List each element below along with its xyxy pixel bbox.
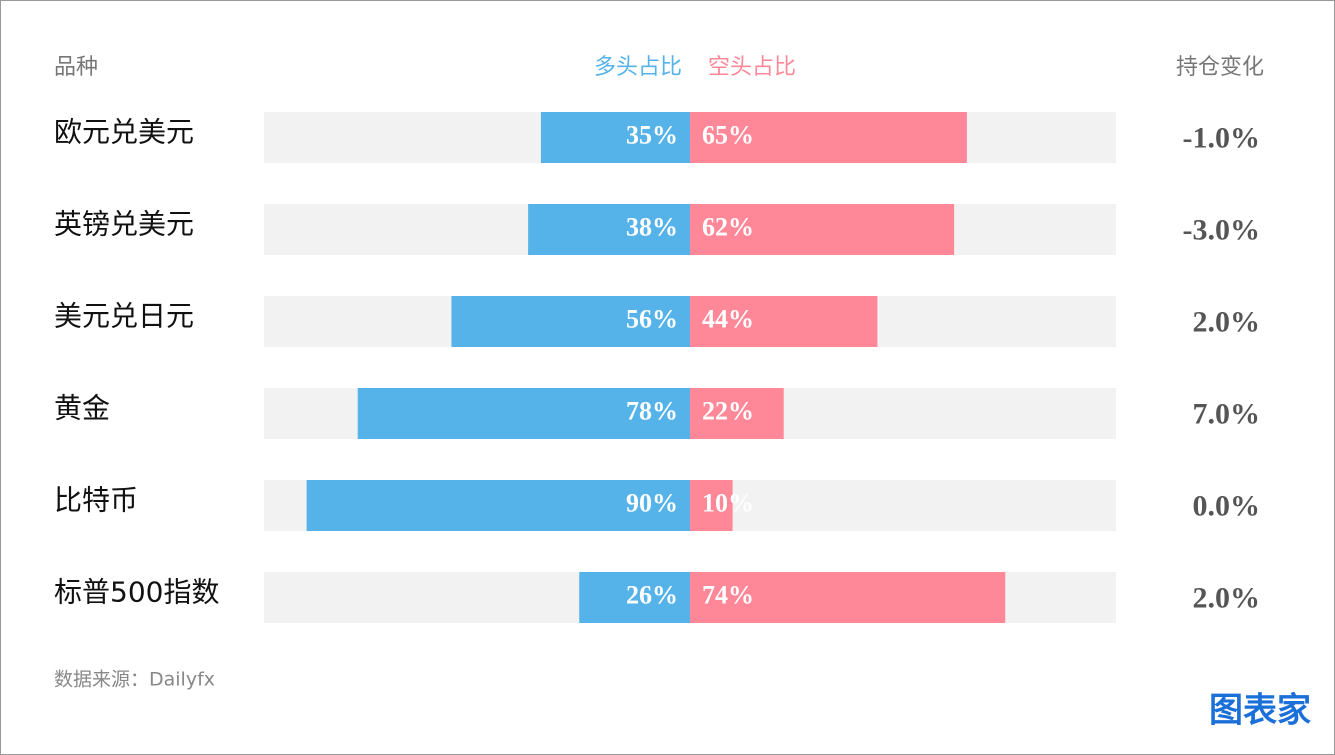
long-label: 35% <box>626 120 678 149</box>
long-bar <box>357 388 690 439</box>
short-label: 74% <box>702 580 754 609</box>
long-label: 90% <box>626 488 678 517</box>
watermark: 图表家 <box>1209 691 1311 731</box>
legend-long: 多头占比 <box>594 55 682 80</box>
long-label: 78% <box>626 396 678 425</box>
short-bar <box>690 296 878 347</box>
long-bar <box>579 572 690 623</box>
category-label: 黄金 <box>54 392 110 425</box>
legend-short: 空头占比 <box>708 55 796 80</box>
change-label: 0.0% <box>1193 489 1261 522</box>
category-label: 比特币 <box>54 484 138 517</box>
long-label: 56% <box>626 304 678 333</box>
long-label: 38% <box>626 212 678 241</box>
short-label: 44% <box>702 304 754 333</box>
category-label: 标普500指数 <box>54 576 219 609</box>
category-label: 美元兑日元 <box>54 300 194 333</box>
change-label: -1.0% <box>1183 121 1261 154</box>
change-label: -3.0% <box>1183 213 1261 246</box>
short-bar <box>690 388 784 439</box>
short-label: 10% <box>702 488 754 517</box>
short-label: 22% <box>702 396 754 425</box>
long-label: 26% <box>626 580 678 609</box>
category-header: 品种 <box>54 55 98 80</box>
category-label: 英镑兑美元 <box>54 208 194 241</box>
short-bar <box>690 572 1006 623</box>
long-bar <box>451 296 690 347</box>
change-label: 2.0% <box>1193 305 1261 338</box>
category-label: 欧元兑美元 <box>54 116 194 149</box>
short-bar <box>690 204 955 255</box>
change-header: 持仓变化 <box>1176 55 1264 80</box>
long-bar <box>540 112 690 163</box>
short-label: 62% <box>702 212 754 241</box>
short-bar <box>690 480 733 531</box>
source: 数据来源：Dailyfx <box>54 669 215 691</box>
change-label: 7.0% <box>1193 397 1261 430</box>
long-bar <box>306 480 690 531</box>
change-label: 2.0% <box>1193 581 1261 614</box>
short-bar <box>690 112 967 163</box>
long-bar <box>528 204 690 255</box>
short-label: 65% <box>702 120 754 149</box>
